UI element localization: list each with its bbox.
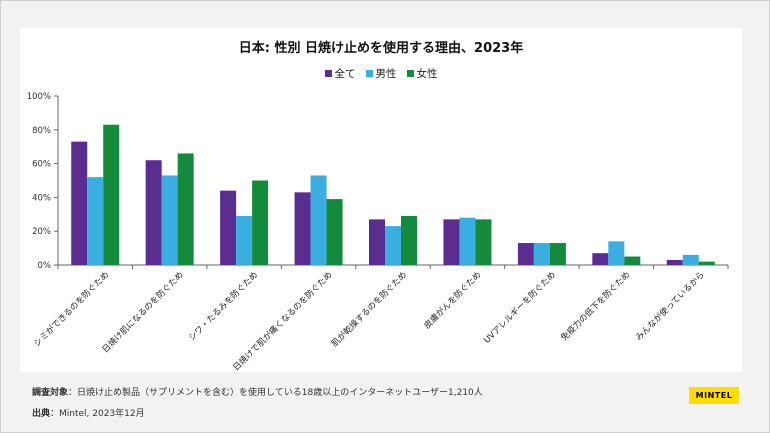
- bar: [369, 219, 385, 265]
- mintel-logo: MINTEL: [689, 387, 739, 404]
- chart-title: 日本: 性別 日焼け止めを使用する理由、2023年: [238, 41, 524, 56]
- bar: [177, 153, 194, 265]
- footer-source-label: 出典: [32, 409, 51, 419]
- chart-legend: 全て 男性 女性: [20, 66, 742, 81]
- y-tick-label: 80%: [32, 126, 51, 136]
- bar: [592, 253, 609, 265]
- x-tick-label: シワ・たるみを防ぐため: [186, 269, 260, 343]
- x-tick-label: みんなが使っているから: [633, 269, 707, 343]
- x-tick-label: シミができるのを防ぐため: [32, 269, 112, 349]
- bar: [443, 219, 460, 265]
- x-tick-label: 免疫力の低下を防ぐため: [559, 269, 633, 343]
- legend-label-female: 女性: [416, 68, 438, 80]
- bar: [236, 215, 253, 265]
- legend-swatch-male: [365, 70, 373, 77]
- x-tick-label: UVアレルギーを防ぐため: [482, 269, 558, 345]
- footer-survey-text: ：日焼け止め製品（サプリメントを含む）を使用している18歳以上のインターネットユ…: [68, 388, 483, 398]
- x-tick-label: 肌が乾燥するのを防ぐため: [329, 269, 409, 349]
- bar: [294, 192, 311, 265]
- bar: [608, 241, 625, 265]
- x-tick-label: 日焼け肌になるのを防ぐため: [100, 269, 186, 355]
- y-tick-label: 0%: [38, 261, 52, 271]
- bar: [517, 243, 534, 265]
- bar: [71, 141, 88, 265]
- bar: [459, 217, 476, 265]
- legend-label-all: 全て: [334, 68, 356, 80]
- bar: [326, 199, 343, 265]
- bar: [103, 124, 120, 265]
- x-tick-label: 皮膚がんを防ぐため: [422, 269, 484, 331]
- bar: [252, 180, 269, 265]
- y-tick-label: 100%: [27, 92, 51, 102]
- footer-source-text: ：Mintel, 2023年12月: [50, 409, 145, 419]
- y-tick-label: 60%: [32, 160, 51, 170]
- bar: [549, 243, 566, 265]
- bar: [698, 261, 715, 265]
- footer-source: 出典：Mintel, 2023年12月: [32, 406, 145, 419]
- bar: [385, 226, 401, 265]
- bar: [682, 254, 699, 265]
- chart-panel: 日本: 性別 日焼け止めを使用する理由、2023年 全て 男性 女性: [20, 28, 742, 372]
- bar: [475, 219, 492, 265]
- bar: [533, 243, 550, 265]
- legend-label-male: 男性: [375, 68, 397, 80]
- footer-survey: 調査対象：日焼け止め製品（サプリメントを含む）を使用している18歳以上のインター…: [32, 385, 483, 398]
- footer-survey-label: 調査対象: [32, 388, 69, 398]
- bar: [220, 190, 237, 265]
- bar: [666, 259, 683, 265]
- bar: [624, 256, 641, 265]
- bar: [161, 175, 178, 265]
- legend-item-all: 全て: [324, 66, 356, 81]
- bar: [145, 160, 162, 265]
- y-tick-label: 20%: [32, 227, 51, 237]
- bar: [310, 175, 327, 265]
- legend-item-male: 男性: [365, 66, 397, 81]
- legend-swatch-female: [406, 70, 414, 77]
- bar: [401, 215, 417, 265]
- legend-swatch-all: [324, 70, 332, 77]
- bar: [87, 177, 104, 265]
- legend-item-female: 女性: [406, 66, 438, 81]
- y-tick-label: 40%: [32, 193, 51, 203]
